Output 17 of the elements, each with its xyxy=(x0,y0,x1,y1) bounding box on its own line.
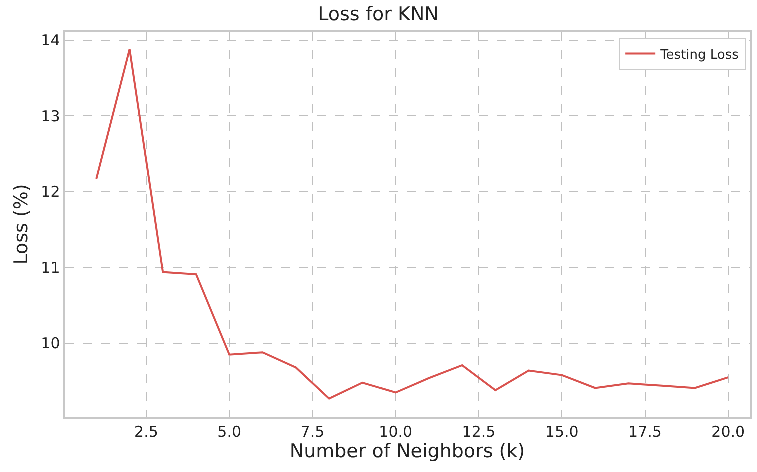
x-tick-label: 2.5 xyxy=(134,422,158,441)
y-tick-label: 11 xyxy=(41,258,60,277)
x-tick-label: 15.0 xyxy=(545,422,579,441)
x-tick-label: 17.5 xyxy=(628,422,662,441)
x-axis-title: Number of Neighbors (k) xyxy=(290,440,526,463)
y-tick-label: 10 xyxy=(41,334,60,353)
x-tick-label: 7.5 xyxy=(300,422,325,441)
y-tick-label: 13 xyxy=(41,107,60,126)
y-axis-title: Loss (%) xyxy=(10,184,33,265)
x-tick-label: 10.0 xyxy=(379,422,413,441)
y-tick-label: 14 xyxy=(41,32,60,50)
y-tick-label: 12 xyxy=(41,183,60,202)
legend-label: Testing Loss xyxy=(660,48,740,63)
x-tick-label: 12.5 xyxy=(462,422,496,441)
x-tick-label: 5.0 xyxy=(218,422,242,441)
chart-title: Loss for KNN xyxy=(318,3,439,26)
x-tick-label: 20.0 xyxy=(712,422,746,441)
